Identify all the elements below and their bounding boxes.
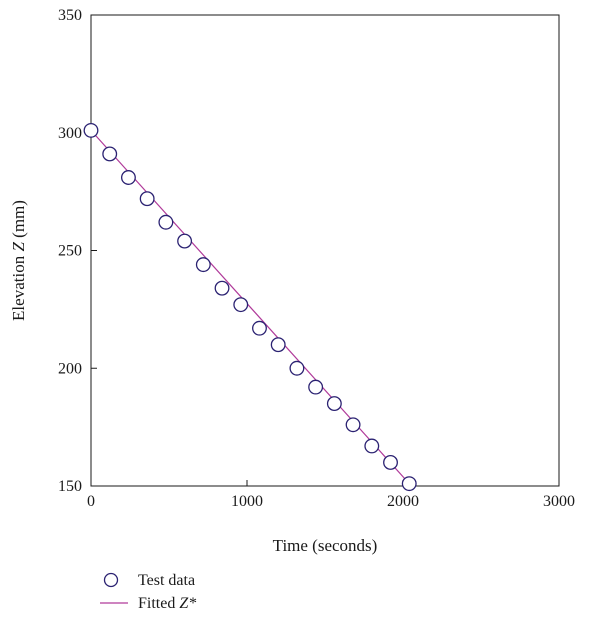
test-data-point	[139, 191, 155, 207]
series-layer	[83, 122, 417, 492]
test-data-point	[308, 379, 324, 395]
y-tick-label: 200	[58, 360, 82, 377]
y-tick-label: 350	[58, 7, 82, 24]
legend-label-fitted: Fitted Z*	[138, 595, 196, 612]
x-axis-title: Time (seconds)	[273, 536, 378, 555]
test-data-point	[195, 257, 211, 273]
fitted-line	[90, 129, 410, 485]
test-data-point	[270, 337, 286, 353]
y-axis-title-suffix: (mm)	[9, 200, 28, 242]
test-data-point	[233, 297, 249, 313]
test-data-point	[252, 320, 267, 336]
y-tick-label: 150	[58, 478, 82, 495]
test-data-point	[120, 170, 136, 185]
y-axis-title-prefix: Elevation	[9, 252, 28, 321]
y-tick-label: 300	[58, 125, 82, 142]
y-tick-label: 250	[58, 243, 82, 260]
test-data-point	[214, 280, 230, 296]
legend-label-fitted-prefix: Fitted	[138, 595, 179, 612]
test-data-point	[289, 360, 305, 376]
legend-label-fitted-variable: Z*	[179, 595, 196, 612]
test-data-point	[158, 214, 174, 230]
x-tick-label: 3000	[543, 493, 575, 510]
x-tick-label: 0	[87, 493, 95, 510]
test-data-point	[345, 417, 361, 433]
legend-marker-test-data	[103, 572, 119, 588]
test-data-point	[383, 455, 398, 470]
x-tick-label: 1000	[231, 493, 263, 510]
y-axis-title: Elevation Z (mm)	[9, 200, 28, 321]
test-data-point	[326, 396, 342, 412]
plot-area-frame	[90, 14, 560, 487]
x-tick-label: 2000	[387, 493, 419, 510]
test-data-point	[364, 438, 380, 454]
test-data-point	[177, 233, 193, 249]
test-data-point	[102, 146, 118, 162]
legend: Test data Fitted Z*	[100, 572, 196, 612]
x-axis-ticks: 0 1000 2000 3000	[87, 480, 575, 510]
legend-label-test-data: Test data	[138, 572, 195, 589]
y-axis-title-variable: Z	[9, 242, 28, 252]
test-data-point	[83, 122, 99, 138]
test-data-point	[401, 476, 417, 492]
